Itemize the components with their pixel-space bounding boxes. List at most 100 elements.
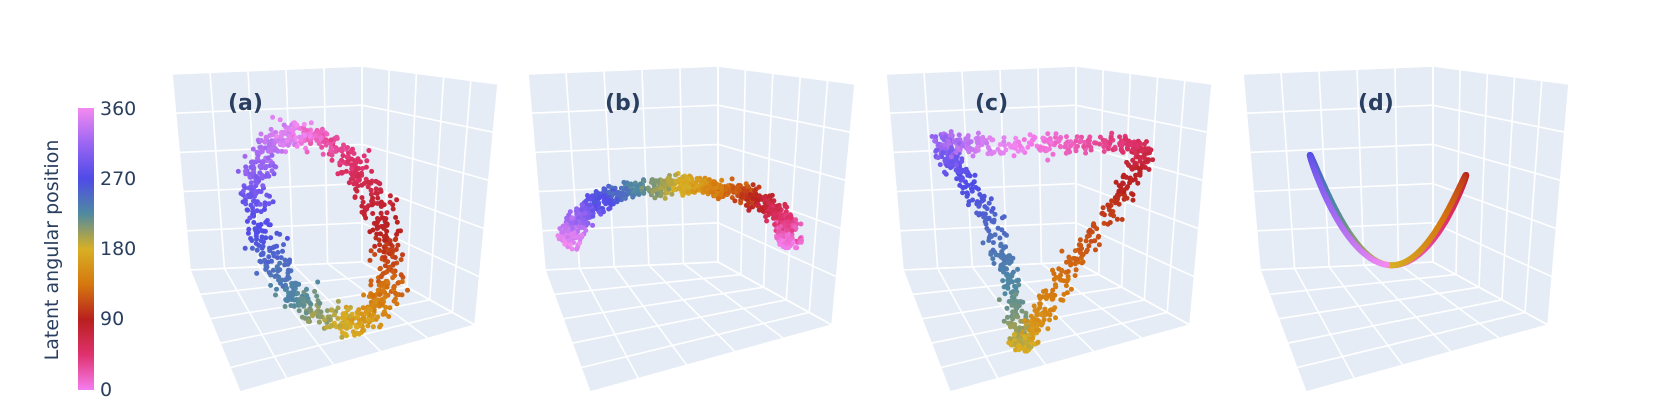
scatter-point [956, 169, 962, 175]
scene-panel-a[interactable]: (a) [171, 65, 499, 393]
scatter-point [248, 202, 254, 208]
scatter-point [654, 190, 660, 196]
scatter-point [302, 315, 308, 321]
scatter-point [1018, 337, 1024, 342]
scatter-point [1016, 343, 1022, 349]
scatter-point [972, 172, 978, 178]
scatter-point [601, 199, 607, 205]
scatter-point [372, 243, 378, 249]
scatter-points-c [929, 129, 1156, 354]
scatter-point [340, 153, 346, 159]
scatter-point [276, 277, 281, 283]
scatter-point [387, 199, 393, 205]
scatter-point [278, 134, 283, 140]
colorbar-tick-0: 0 [100, 379, 112, 401]
scatter-point [274, 264, 280, 270]
scatter-point [262, 207, 267, 212]
scatter-point [1047, 307, 1053, 313]
scatter-point [264, 264, 270, 270]
scatter-point [964, 190, 970, 196]
scatter-point [1003, 266, 1009, 272]
scatter-point [940, 150, 946, 156]
scatter-point [1079, 252, 1085, 257]
scatter-point [1087, 227, 1093, 233]
scatter-point [782, 201, 788, 207]
scatter-point [259, 175, 265, 181]
scatter-point [763, 214, 769, 220]
scatter-point [326, 316, 332, 322]
scatter-point [998, 241, 1004, 247]
scatter-point [1045, 326, 1051, 332]
scatter-point [321, 139, 327, 145]
scatter-point [384, 210, 390, 216]
scatter-point [250, 208, 256, 214]
scatter-point [284, 235, 290, 241]
scatter-point [261, 228, 267, 234]
scatter-point [1134, 142, 1140, 148]
scatter-point [298, 137, 304, 143]
scatter-point [1096, 233, 1102, 239]
scatter-point [772, 222, 778, 227]
scatter-point [282, 262, 288, 268]
scatter-point [1020, 299, 1026, 305]
scatter-point [1004, 232, 1009, 238]
scatter-point [991, 261, 997, 266]
scatter-point [777, 216, 783, 221]
scatter-point [960, 190, 966, 196]
scatter-point [279, 148, 285, 154]
scatter-point [252, 226, 258, 232]
scatter-point [935, 155, 941, 161]
scatter-point [332, 149, 338, 154]
scatter-point [258, 144, 264, 150]
panel-label-c: (c) [975, 91, 1008, 116]
scatter-point [1117, 134, 1123, 140]
scatter-point [259, 251, 265, 257]
scatter-point [986, 215, 992, 221]
scatter-point [328, 144, 334, 150]
scatter-point [658, 185, 664, 191]
scatter-point [606, 190, 612, 196]
scatter-point [590, 222, 596, 228]
scatter-point [277, 260, 283, 266]
scatter-point [569, 215, 575, 221]
scatter-point [392, 290, 398, 296]
scatter-point [285, 142, 291, 148]
scatter-point [1001, 318, 1007, 324]
scatter-point [393, 215, 399, 220]
scatter-point [750, 182, 756, 188]
scatter-point [982, 219, 988, 225]
scatter-point [1044, 147, 1050, 153]
scatter-point [305, 318, 311, 324]
scatter-point [350, 146, 355, 152]
scatter-point [1051, 276, 1057, 282]
scatter-point [771, 198, 777, 204]
scatter-point [1027, 132, 1033, 138]
scatter-point [360, 305, 366, 311]
scatter-point [745, 184, 751, 190]
scene-grid-d [1242, 65, 1570, 393]
scatter-point [374, 231, 380, 237]
scatter-point [756, 184, 762, 190]
scatter-point [303, 310, 309, 316]
scatter-point [376, 282, 382, 288]
scatter-point [318, 314, 323, 320]
scatter-point [690, 189, 696, 195]
scene-panel-b[interactable]: (b) [527, 65, 856, 393]
scatter-point [1053, 315, 1058, 321]
scatter-point [373, 190, 379, 196]
scatter-point [778, 232, 784, 238]
scene-panel-c[interactable]: (c) [885, 65, 1213, 393]
scatter-point [270, 114, 276, 120]
scatter-point [970, 197, 976, 203]
scatter-point [799, 237, 804, 243]
scatter-point [254, 247, 260, 253]
scatter-point [385, 279, 391, 285]
scatter-point [308, 120, 314, 126]
scene-panel-d[interactable]: (d) [1242, 65, 1570, 393]
scatter-point [254, 270, 260, 276]
colorbar-gradient [78, 108, 94, 390]
scatter-point [622, 191, 628, 197]
scatter-point [270, 250, 276, 256]
scatter-point [394, 231, 400, 237]
scatter-point [1101, 149, 1107, 154]
